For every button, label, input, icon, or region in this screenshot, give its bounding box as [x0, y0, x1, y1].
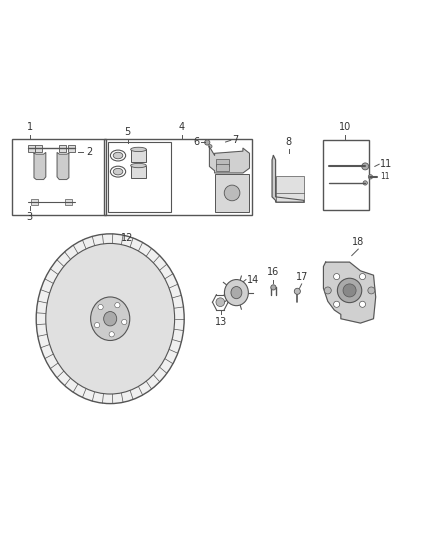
Bar [276, 176, 304, 202]
Circle shape [271, 285, 276, 290]
Text: 14: 14 [247, 274, 260, 285]
Circle shape [122, 319, 127, 325]
Ellipse shape [131, 163, 146, 168]
Circle shape [324, 287, 331, 294]
Circle shape [109, 332, 114, 337]
Text: 17: 17 [296, 272, 308, 282]
Text: 18: 18 [352, 237, 364, 247]
Text: 11: 11 [380, 159, 392, 169]
Circle shape [360, 273, 366, 280]
Circle shape [334, 273, 340, 280]
Bar [104, 139, 252, 215]
Text: 7: 7 [232, 135, 238, 146]
Ellipse shape [113, 152, 123, 159]
Ellipse shape [36, 234, 184, 403]
Circle shape [362, 163, 369, 170]
Bar [323, 140, 369, 210]
Text: 10: 10 [339, 123, 351, 133]
Polygon shape [323, 262, 376, 323]
Bar [12, 139, 106, 215]
Bar [215, 158, 229, 166]
Text: 12: 12 [121, 232, 134, 243]
Text: 13: 13 [215, 317, 227, 327]
Circle shape [98, 304, 103, 310]
Text: 3: 3 [27, 212, 33, 222]
Bar [31, 199, 38, 205]
Ellipse shape [231, 287, 242, 298]
Bar [28, 144, 35, 151]
Circle shape [224, 185, 240, 201]
Text: 2: 2 [86, 148, 92, 157]
Bar [215, 164, 229, 171]
Circle shape [115, 303, 120, 308]
Text: 5: 5 [124, 127, 131, 137]
Bar [35, 144, 42, 151]
Text: 16: 16 [267, 268, 279, 277]
Circle shape [343, 284, 356, 297]
Ellipse shape [46, 244, 175, 394]
Ellipse shape [113, 168, 123, 175]
Polygon shape [57, 152, 69, 180]
Bar [65, 199, 72, 205]
Circle shape [363, 181, 367, 185]
Circle shape [205, 140, 210, 145]
Circle shape [368, 287, 375, 294]
Circle shape [294, 288, 300, 294]
Bar [215, 174, 250, 212]
Text: 8: 8 [286, 137, 292, 147]
Bar [131, 149, 146, 161]
Ellipse shape [131, 147, 146, 151]
Ellipse shape [91, 297, 130, 341]
Text: 11: 11 [380, 172, 389, 181]
Bar [59, 144, 66, 151]
Circle shape [208, 144, 212, 148]
Ellipse shape [104, 312, 117, 326]
Circle shape [337, 278, 362, 303]
Text: 1: 1 [27, 123, 33, 133]
Polygon shape [209, 147, 250, 173]
Bar [108, 142, 171, 212]
Text: 4: 4 [179, 123, 185, 133]
Ellipse shape [224, 279, 248, 305]
Bar [131, 166, 146, 177]
Bar [67, 144, 74, 151]
Text: 6: 6 [193, 138, 199, 148]
Circle shape [216, 298, 225, 306]
Circle shape [368, 175, 373, 179]
Polygon shape [34, 152, 46, 180]
Polygon shape [272, 156, 304, 202]
Circle shape [95, 322, 100, 328]
Circle shape [360, 301, 366, 308]
Circle shape [334, 301, 340, 308]
